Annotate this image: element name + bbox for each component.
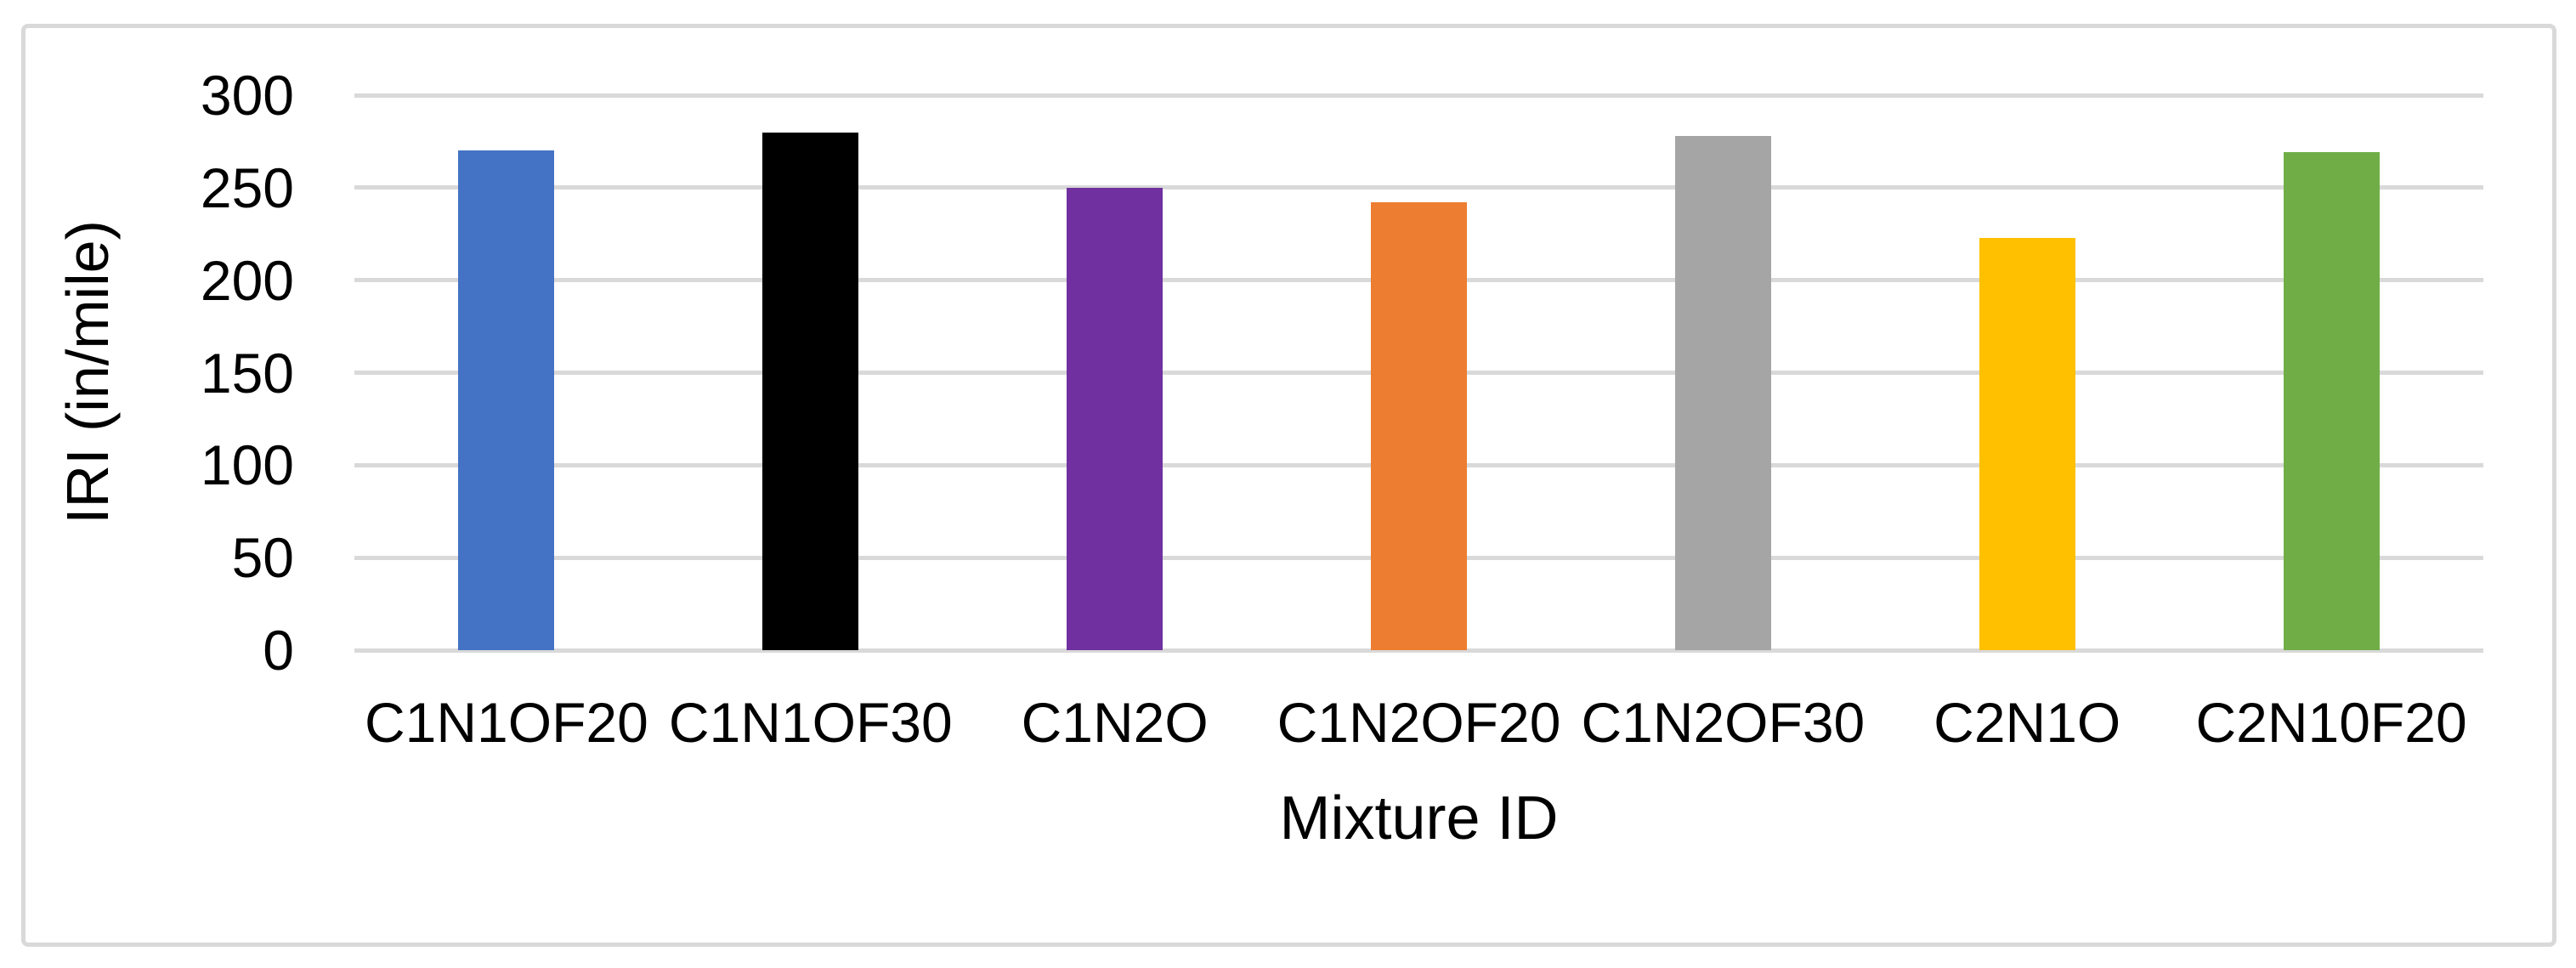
y-tick-label: 50 [231, 526, 294, 590]
gridline [354, 648, 2483, 653]
bar-c1n2of20 [1371, 202, 1467, 650]
bar-c1n2o [1067, 187, 1163, 650]
x-category-label: C2N1O [1933, 691, 2121, 754]
bar-c1n1of20 [458, 150, 555, 650]
bar-c2n10f20 [2283, 152, 2380, 650]
y-tick-label: 150 [200, 341, 294, 405]
x-category-label: C1N1OF20 [365, 691, 648, 754]
x-axis-category-labels: C1N1OF20 C1N1OF30 C1N2O C1N2OF20 C1N2OF30 C2N… [354, 690, 2483, 754]
plot-area [354, 93, 2483, 653]
x-axis-title: Mixture ID [1279, 784, 1559, 852]
bar-c1n1of30 [762, 132, 859, 650]
bar-c1n2of30 [1674, 135, 1771, 650]
x-category-label: C1N1OF30 [668, 691, 953, 754]
x-category-label: C1N2OF30 [1581, 691, 1865, 754]
x-category-label: C1N2OF20 [1277, 691, 1561, 754]
y-tick-label: 200 [200, 248, 294, 312]
bar-c2n1o [1979, 237, 2075, 650]
gridline [354, 185, 2483, 190]
y-axis-tick-labels: 0 50 100 150 200 250 300 [0, 64, 299, 682]
y-tick-label: 0 [263, 619, 294, 682]
x-category-label: C1N2O [1021, 691, 1209, 754]
figure-border [21, 24, 2556, 947]
y-tick-label: 300 [200, 64, 294, 127]
y-tick-label: 250 [200, 156, 294, 219]
y-tick-label: 100 [200, 433, 294, 497]
gridline [354, 93, 2483, 98]
x-category-label: C2N10F20 [2195, 691, 2467, 754]
